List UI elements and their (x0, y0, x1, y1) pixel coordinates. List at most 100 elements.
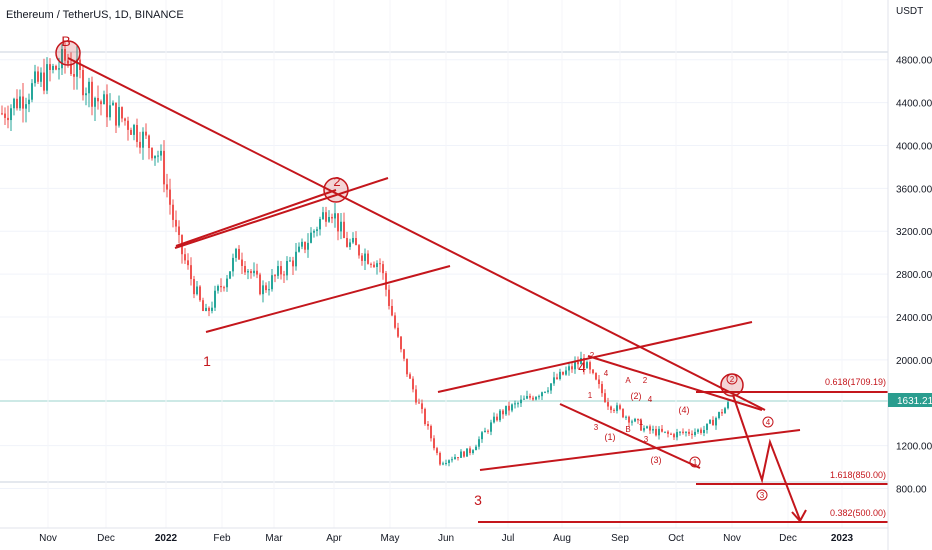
candle-body (226, 278, 228, 288)
candle-body (397, 327, 399, 337)
wave-label: 1 (639, 418, 644, 427)
circled-wave-marker (689, 456, 701, 468)
candle-body (115, 102, 117, 126)
candle-body (208, 307, 210, 311)
candle-body (391, 305, 393, 316)
wave-label: 3 (644, 435, 649, 444)
currency-label: USDT (896, 6, 923, 17)
candle-body (277, 266, 279, 276)
candle-body (199, 286, 201, 301)
candle-body (121, 107, 123, 119)
wave-label: 1 (588, 391, 593, 400)
candle-body (646, 426, 648, 429)
candle-body (469, 448, 471, 454)
candle-body (343, 221, 345, 239)
candle-body (457, 457, 459, 459)
grid (0, 0, 888, 528)
candle-body (670, 433, 672, 435)
y-tick-label: 3200.00 (896, 227, 932, 238)
last-price-badge (888, 393, 932, 407)
candle-body (169, 189, 171, 205)
y-tick-label: 2400.00 (896, 313, 932, 324)
y-tick-label: 3600.00 (896, 184, 932, 195)
candle-body (202, 300, 204, 311)
candle-body (643, 428, 645, 431)
candle-body (82, 69, 84, 96)
wave-label: 2 (333, 174, 340, 189)
candle-body (76, 59, 78, 77)
candle-body (301, 241, 303, 247)
candle-body (499, 410, 501, 421)
candle-body (22, 96, 24, 109)
circled-wave-marker (756, 489, 768, 501)
candle-body (70, 63, 72, 75)
candle-body (550, 383, 552, 391)
candle-body (487, 430, 489, 432)
candle-body (616, 405, 618, 411)
candle-body (376, 263, 378, 268)
candle-body (127, 120, 129, 130)
candle-body (25, 104, 27, 109)
candle-body (103, 94, 105, 105)
candle-body (622, 408, 624, 418)
candle-body (352, 238, 354, 243)
candle-body (475, 446, 477, 451)
fib-level-label: 1.618(850.00) (830, 470, 886, 480)
candle-body (124, 118, 126, 121)
candle-body (241, 259, 243, 266)
candle-body (355, 238, 357, 246)
candle-body (412, 378, 414, 390)
candle-body (85, 93, 87, 96)
candle-body (304, 241, 306, 250)
candle-body (484, 430, 486, 433)
y-tick-label: 1200.00 (896, 442, 932, 453)
x-tick-label: 2022 (155, 533, 178, 544)
wave-label: (1) (605, 432, 616, 442)
candle-body (187, 260, 189, 266)
candle-body (313, 230, 315, 233)
candle-body (142, 131, 144, 148)
candle-body (91, 81, 93, 107)
candle-body (715, 418, 717, 426)
candle-body (709, 419, 711, 424)
candle-body (559, 371, 561, 379)
candle-body (97, 97, 99, 102)
candle-body (139, 141, 141, 148)
candle-body (442, 463, 444, 465)
candle-body (319, 219, 321, 230)
drawings (55, 40, 888, 523)
candle-body (73, 74, 75, 77)
candle-body (106, 94, 108, 118)
candle-body (424, 408, 426, 424)
pivot-circle-b (55, 40, 81, 66)
candle-body (229, 271, 231, 279)
x-tick-label: Oct (668, 533, 684, 544)
candle-body (67, 60, 69, 64)
candle-body (604, 393, 606, 403)
candle-body (286, 260, 288, 276)
candle-body (193, 279, 195, 295)
candle-body (349, 242, 351, 247)
candle-body (451, 459, 453, 461)
wave-label: A (625, 376, 631, 385)
candle-body (628, 416, 630, 423)
candle-body (340, 221, 342, 232)
candle-body (718, 412, 720, 419)
x-tick-label: Feb (213, 533, 231, 544)
candle-body (223, 287, 225, 289)
candle-body (478, 439, 480, 447)
candle-body (721, 412, 723, 414)
candle-body (694, 431, 696, 435)
candle-body (292, 260, 294, 267)
candle-body (61, 49, 63, 69)
candle-body (307, 242, 309, 250)
candle-body (7, 117, 9, 121)
x-tick-label: Apr (326, 533, 342, 544)
candle-body (370, 263, 372, 265)
candles (1, 42, 729, 467)
candle-body (673, 434, 675, 438)
candle-body (502, 410, 504, 415)
pivot-circle-2 (323, 177, 349, 203)
trend-line (174, 177, 389, 249)
